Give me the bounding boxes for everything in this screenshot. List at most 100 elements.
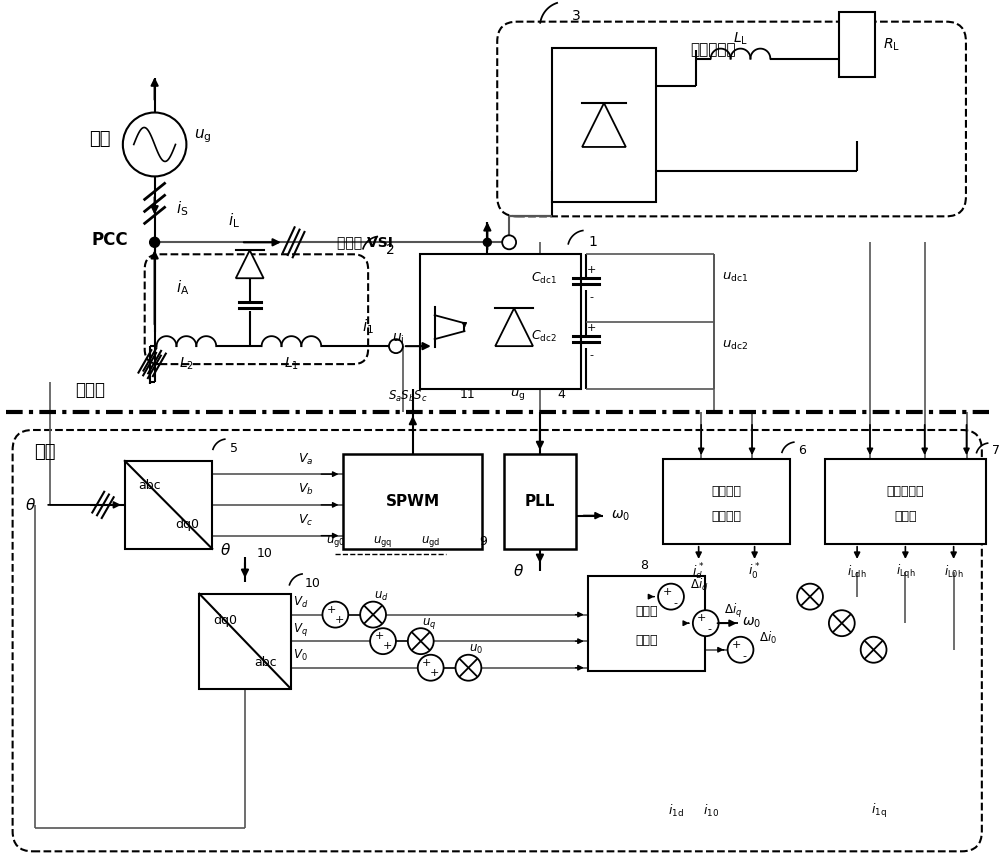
Text: $\theta$: $\theta$: [220, 542, 231, 558]
Text: 测模块: 测模块: [894, 510, 917, 524]
Text: 控制模块: 控制模块: [712, 510, 742, 524]
Text: dq0: dq0: [176, 518, 200, 530]
Bar: [588, 575, 705, 670]
Polygon shape: [495, 308, 533, 346]
Bar: [552, 48, 656, 202]
Bar: [420, 254, 581, 389]
Text: $u_\mathrm{i}$: $u_\mathrm{i}$: [392, 332, 404, 346]
Text: $i_\mathrm{L}$: $i_\mathrm{L}$: [228, 211, 240, 230]
Text: PLL: PLL: [525, 494, 555, 509]
Text: $i_\mathrm{A}$: $i_\mathrm{A}$: [176, 278, 189, 296]
Bar: [825, 459, 986, 543]
Circle shape: [861, 637, 887, 663]
Circle shape: [728, 637, 753, 663]
Text: $V_a$: $V_a$: [298, 452, 313, 467]
Text: $u_\mathrm{g}$: $u_\mathrm{g}$: [194, 128, 211, 145]
Text: 主电路: 主电路: [75, 381, 105, 399]
Text: 谐波电流检: 谐波电流检: [887, 485, 924, 498]
Circle shape: [370, 628, 396, 654]
Text: $\Delta i_d$: $\Delta i_d$: [690, 576, 708, 593]
Text: $i_\mathrm{L0h}$: $i_\mathrm{L0h}$: [944, 563, 963, 580]
Text: $u_0$: $u_0$: [469, 643, 483, 657]
Text: abc: abc: [138, 479, 161, 492]
Text: 10: 10: [305, 577, 320, 590]
Circle shape: [360, 601, 386, 627]
Polygon shape: [236, 251, 264, 278]
Text: +: +: [382, 641, 392, 651]
Text: 8: 8: [640, 559, 648, 572]
Text: +: +: [587, 323, 596, 333]
Text: $i_\mathrm{Ldh}$: $i_\mathrm{Ldh}$: [847, 563, 867, 580]
Text: +: +: [422, 658, 431, 668]
Text: $i_\mathrm{Lqh}$: $i_\mathrm{Lqh}$: [896, 562, 915, 581]
Text: $u_\mathrm{gq}$: $u_\mathrm{gq}$: [373, 534, 393, 550]
Text: $\omega_0$: $\omega_0$: [742, 616, 761, 631]
Text: 三电平 VSI: 三电平 VSI: [337, 235, 393, 250]
Text: $u_\mathrm{g0}$: $u_\mathrm{g0}$: [326, 534, 345, 550]
Text: -: -: [590, 292, 594, 302]
Circle shape: [456, 655, 481, 681]
Text: $V_q$: $V_q$: [293, 620, 308, 638]
Text: $i_0^*$: $i_0^*$: [748, 562, 761, 581]
Text: 非线性负载: 非线性负载: [690, 42, 736, 57]
Text: +: +: [662, 587, 672, 597]
Circle shape: [389, 340, 403, 353]
Text: 电网: 电网: [89, 130, 111, 149]
Text: $i_\mathrm{S}$: $i_\mathrm{S}$: [176, 199, 189, 218]
Bar: [343, 454, 482, 549]
Text: $i_\mathrm{1q}$: $i_\mathrm{1q}$: [871, 803, 886, 821]
Text: $i_1$: $i_1$: [362, 317, 374, 335]
Text: $u_\mathrm{dc2}$: $u_\mathrm{dc2}$: [722, 340, 748, 353]
Bar: [663, 459, 790, 543]
Text: $V_0$: $V_0$: [293, 648, 308, 664]
Text: $i_d^*$: $i_d^*$: [692, 562, 705, 582]
Circle shape: [483, 238, 491, 246]
Text: $C_\mathrm{dc1}$: $C_\mathrm{dc1}$: [531, 271, 557, 287]
Text: dq0: dq0: [213, 613, 237, 626]
Bar: [504, 454, 576, 549]
Circle shape: [408, 628, 434, 654]
Text: 直流电压: 直流电压: [712, 485, 742, 498]
Text: 制模块: 制模块: [635, 634, 657, 647]
Circle shape: [693, 610, 719, 636]
Text: $u_\mathrm{dc1}$: $u_\mathrm{dc1}$: [722, 270, 748, 283]
Polygon shape: [199, 594, 291, 689]
Text: 4: 4: [558, 388, 566, 401]
Circle shape: [502, 235, 516, 250]
Text: 电流控: 电流控: [635, 606, 657, 619]
Text: abc: abc: [254, 656, 276, 669]
Text: $R_\mathrm{L}$: $R_\mathrm{L}$: [883, 36, 900, 53]
Circle shape: [418, 655, 444, 681]
Text: $V_d$: $V_d$: [293, 595, 308, 610]
Text: $u_\mathrm{g}$: $u_\mathrm{g}$: [510, 386, 526, 402]
Text: $u_q$: $u_q$: [422, 616, 436, 631]
Text: 5: 5: [230, 442, 238, 455]
Circle shape: [658, 584, 684, 610]
Circle shape: [322, 601, 348, 627]
Polygon shape: [125, 461, 212, 549]
Text: $V_b$: $V_b$: [298, 482, 313, 498]
Text: +: +: [732, 639, 741, 650]
Circle shape: [150, 238, 160, 247]
Text: $\omega_0$: $\omega_0$: [611, 508, 630, 523]
Text: $\Delta i_0$: $\Delta i_0$: [759, 630, 777, 645]
Text: 11: 11: [460, 388, 475, 401]
Text: $u_d$: $u_d$: [374, 590, 388, 603]
Text: +: +: [374, 632, 384, 641]
Text: -: -: [742, 651, 746, 661]
Text: PCC: PCC: [92, 232, 128, 250]
Text: $L_2$: $L_2$: [179, 356, 194, 372]
Text: 10: 10: [257, 547, 273, 560]
Text: $i_\mathrm{1d}$: $i_\mathrm{1d}$: [668, 804, 684, 819]
Text: 9: 9: [479, 536, 487, 549]
Text: -: -: [673, 598, 677, 607]
Text: 3: 3: [572, 9, 581, 22]
Text: 6: 6: [798, 444, 806, 457]
Bar: [839, 12, 875, 77]
Text: $i_\mathrm{10}$: $i_\mathrm{10}$: [703, 804, 719, 819]
Text: -: -: [590, 350, 594, 360]
Circle shape: [797, 584, 823, 610]
Text: -: -: [708, 624, 712, 634]
Text: +: +: [587, 265, 596, 275]
Text: SPWM: SPWM: [386, 494, 440, 509]
